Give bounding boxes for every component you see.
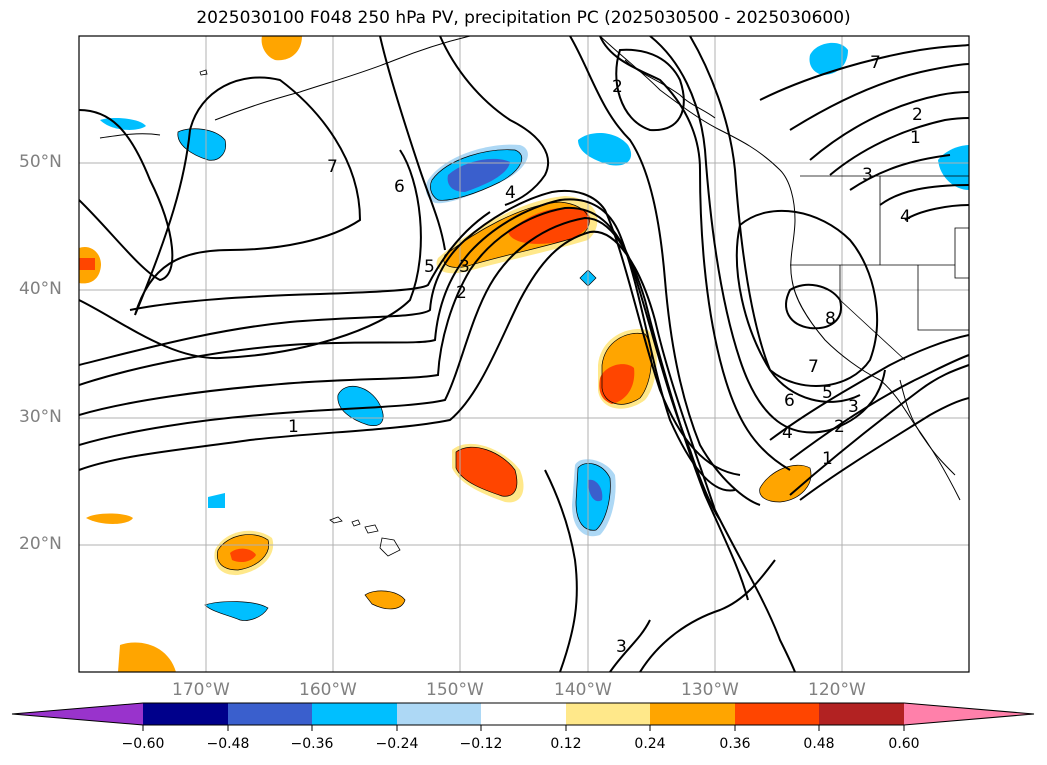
colorbar-swatch	[143, 703, 228, 725]
graticule	[79, 36, 969, 672]
colorbar-under-arrow	[12, 703, 143, 725]
lon-label: 140°W	[554, 680, 612, 700]
colorbar-tick-label: −0.24	[375, 736, 419, 752]
contour-labels: 7 6 5 4 3 2 1 1 2 3 4 5 6 7 8 7 2 1 3 4 …	[288, 53, 923, 657]
map-title: 2025030100 F048 250 hPa PV, precipitatio…	[196, 8, 851, 28]
colorbar-tick-label: 0.48	[803, 736, 835, 752]
contour-label: 7	[870, 53, 881, 73]
contour-label: 5	[822, 383, 833, 403]
contour-label: 4	[900, 207, 911, 227]
lat-label: 30°N	[19, 407, 62, 427]
contour-label: 6	[394, 177, 405, 197]
contour-label: 2	[612, 77, 623, 97]
contour-label: 2	[456, 283, 467, 303]
colorbar-swatch	[397, 703, 481, 725]
colorbar-swatch	[481, 703, 566, 725]
lat-label: 20°N	[19, 534, 62, 554]
contour-label: 3	[862, 165, 873, 185]
colorbar-tick-label: −0.60	[121, 736, 165, 752]
colorbar-tick-label: 0.36	[719, 736, 751, 752]
contour-label: 3	[848, 397, 859, 417]
contour-label: 2	[912, 105, 923, 125]
contour-label: 8	[825, 309, 836, 329]
contour-label: 7	[327, 157, 338, 177]
colorbar-swatch	[566, 703, 650, 725]
colorbar-swatch	[228, 703, 312, 725]
contour-label: 5	[424, 257, 435, 277]
colorbar-tick-label: 0.60	[888, 736, 920, 752]
lat-label: 40°N	[19, 279, 62, 299]
map-frame	[78, 35, 970, 673]
positive-precip-anomalies	[79, 36, 811, 672]
contour-label: 1	[288, 417, 299, 437]
map-area	[79, 36, 969, 672]
negative-precip-anomalies	[100, 42, 969, 621]
colorbar-swatch	[819, 703, 904, 725]
contour-label: 6	[784, 391, 795, 411]
colorbar-tick-label: −0.48	[206, 736, 250, 752]
pv-contours	[79, 36, 969, 672]
lon-label: 130°W	[681, 680, 739, 700]
colorbar-tick-label: −0.12	[459, 736, 503, 752]
colorbar-tick-label: 0.24	[634, 736, 666, 752]
lat-label: 50°N	[19, 152, 62, 172]
lon-label: 150°W	[426, 680, 484, 700]
lon-label: 120°W	[808, 680, 866, 700]
contour-label: 4	[782, 423, 793, 443]
colorbar-tick-label: 0.12	[550, 736, 582, 752]
colorbar-swatch	[312, 703, 397, 725]
contour-label: 1	[910, 128, 921, 148]
contour-label: 2	[834, 417, 845, 437]
islands	[199, 69, 401, 557]
political-borders	[790, 175, 969, 361]
contour-label: 3	[459, 257, 470, 277]
lon-label: 170°W	[172, 680, 230, 700]
colorbar-swatch	[735, 703, 819, 725]
colorbar-tick-label: −0.36	[290, 736, 334, 752]
colorbar	[11, 702, 1035, 731]
contour-label: 1	[822, 449, 833, 469]
contour-label: 4	[505, 183, 516, 203]
contour-label: 7	[808, 357, 819, 377]
colorbar-swatch	[650, 703, 735, 725]
contour-label: 3	[616, 637, 627, 657]
colorbar-over-arrow	[904, 703, 1034, 725]
coastlines	[99, 36, 961, 501]
lon-label: 160°W	[299, 680, 357, 700]
